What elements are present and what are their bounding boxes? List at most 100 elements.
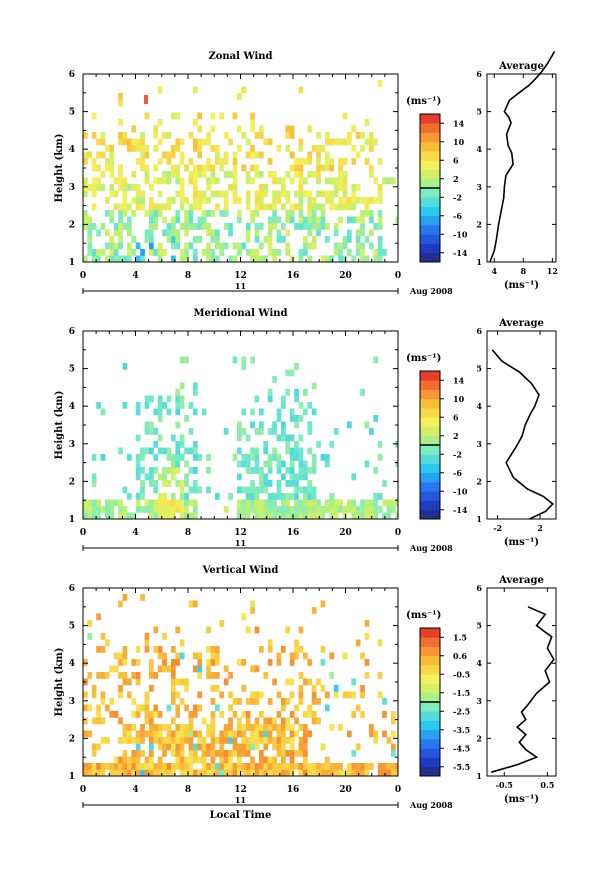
heatmap-cell <box>329 203 335 211</box>
heatmap-cell <box>175 242 181 250</box>
heatmap-cell <box>179 730 185 738</box>
heatmap-cell <box>171 242 176 250</box>
heatmap-cell <box>347 499 352 507</box>
heatmap-cell <box>201 743 207 751</box>
heatmap-cell <box>329 724 335 731</box>
heatmap-cell <box>149 750 154 757</box>
heatmap-cell <box>140 158 145 165</box>
heatmap-cell <box>369 763 374 770</box>
heatmap-cell <box>188 756 194 764</box>
heatmap-cell <box>122 512 128 519</box>
heatmap-cell <box>210 724 216 731</box>
heatmap-cell <box>395 512 398 519</box>
heatmap-cell <box>241 685 247 692</box>
heatmap-cell <box>263 203 269 211</box>
heatmap-cell <box>171 454 176 461</box>
heatmap-cell <box>157 493 163 500</box>
y-tick-label: 4 <box>69 659 75 669</box>
heatmap-cell <box>175 402 181 409</box>
heatmap-cell <box>263 737 269 744</box>
heatmap-cell <box>193 236 198 243</box>
heatmap-cell <box>149 467 154 474</box>
heatmap-cell <box>303 223 308 230</box>
heatmap-cell <box>289 691 295 699</box>
heatmap-cell <box>329 158 335 165</box>
heatmap-cell <box>373 249 379 256</box>
heatmap-cell <box>303 177 308 185</box>
heatmap-cell <box>210 698 216 705</box>
heatmap-cell <box>153 646 159 653</box>
heatmap-cell <box>175 177 181 185</box>
heatmap-cell <box>144 639 150 647</box>
heatmap-cell <box>364 763 370 770</box>
heatmap-cell <box>259 486 264 494</box>
heatmap-cell <box>298 223 304 230</box>
heatmap-cell <box>166 512 172 519</box>
heatmap-cell <box>153 486 159 494</box>
heatmap-cell <box>272 454 277 461</box>
heatmap-cell <box>364 138 370 146</box>
heatmap-cell <box>113 177 119 185</box>
heatmap-cell <box>281 769 286 776</box>
heatmap-cell <box>303 743 308 751</box>
heatmap-cell <box>228 756 233 764</box>
heatmap-cell <box>298 646 304 653</box>
heatmap-cell <box>373 730 379 738</box>
heatmap-cell <box>276 730 282 738</box>
x-tick-label: 20 <box>339 528 352 538</box>
heatmap-cell <box>162 402 167 409</box>
heatmap-cell <box>171 717 176 725</box>
heatmap-cell <box>285 190 291 198</box>
heatmap-cell <box>369 145 374 152</box>
colorbar-segment <box>420 123 440 133</box>
heatmap-cell <box>201 750 207 757</box>
heatmap-cell <box>250 151 255 159</box>
heatmap-cell <box>289 447 295 455</box>
heatmap-cell <box>193 184 198 191</box>
heatmap-cell <box>289 678 295 686</box>
heatmap-cell <box>347 730 352 738</box>
heatmap-cell <box>250 421 255 429</box>
heatmap-cell <box>351 158 357 165</box>
heatmap-cell <box>320 600 326 608</box>
heatmap-cell <box>316 229 321 237</box>
heatmap-cell <box>259 125 264 133</box>
heatmap-cell <box>342 158 348 165</box>
heatmap-cell <box>303 242 308 250</box>
heatmap-cell <box>369 512 374 519</box>
heatmap-cell <box>228 691 233 699</box>
heatmap-cell <box>144 691 150 699</box>
heatmap-cell <box>113 756 119 764</box>
colorbar-tick-label: -2 <box>453 192 462 202</box>
heatmap-cell <box>91 512 97 519</box>
heatmap-cell <box>369 724 374 731</box>
heatmap-cell <box>113 242 119 250</box>
heatmap-cell <box>149 249 154 256</box>
heatmap-cell <box>162 512 167 519</box>
heatmap-cell <box>118 447 123 455</box>
heatmap-cell <box>259 691 264 699</box>
heatmap-cell <box>303 473 308 481</box>
heatmap-cell <box>228 493 233 500</box>
heatmap-cell <box>118 506 123 513</box>
heatmap-cell <box>311 711 317 718</box>
heatmap-cell <box>294 395 299 403</box>
heatmap-cell <box>267 730 273 738</box>
heatmap-cell <box>355 132 361 139</box>
heatmap-cell <box>153 454 159 461</box>
heatmap-cell <box>109 216 115 224</box>
colorbar-segment <box>420 711 440 721</box>
average-y-tick-label: 3 <box>476 696 482 706</box>
heatmap-cell <box>223 763 229 770</box>
heatmap-cell <box>307 499 313 507</box>
colorbar-tick-label: -4.5 <box>453 743 470 753</box>
heatmap-cell <box>215 203 220 211</box>
heatmap-cell <box>100 506 106 513</box>
heatmap-cell <box>338 242 343 250</box>
heatmap-cell <box>162 177 167 185</box>
colorbar-segment <box>420 674 440 684</box>
heatmap-cell <box>355 184 361 191</box>
heatmap-cell <box>294 158 299 165</box>
heatmap-cell <box>267 698 273 705</box>
heatmap-cell <box>303 652 308 660</box>
